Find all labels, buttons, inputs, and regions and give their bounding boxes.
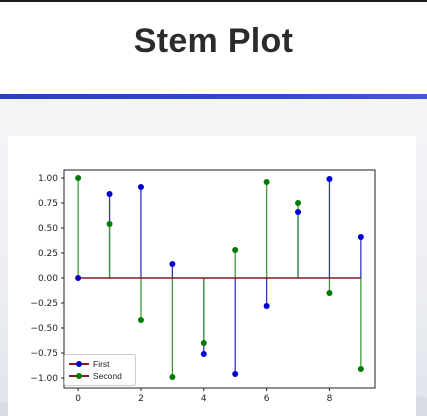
stem-chart: 1.00 0.75 0.50 0.25 0.00 −0.25 −0.50 −0.75 −1.00…	[30, 169, 376, 404]
marker-second	[326, 290, 333, 296]
marker-second	[75, 175, 82, 181]
x-tick-label: 4	[201, 394, 207, 404]
y-tick-label: −0.75	[30, 349, 58, 359]
x-tick-label: 2	[138, 394, 144, 404]
x-tick-label: 8	[327, 394, 333, 404]
y-tick-label: −0.25	[30, 299, 58, 309]
y-tick-label: 1.00	[38, 174, 58, 184]
y-tick-label: 0.50	[38, 224, 58, 234]
legend-label-first: First	[93, 359, 110, 369]
x-axis-ticks: 0 2 4 6 8	[75, 388, 333, 404]
marker-first	[357, 234, 364, 240]
legend-swatch-first	[69, 358, 89, 370]
marker-first	[106, 191, 113, 197]
marker-second	[200, 340, 207, 346]
marker-second	[357, 366, 364, 372]
y-tick-label: 0.00	[38, 274, 58, 284]
x-tick-label: 0	[75, 394, 81, 404]
slide-title: Stem Plot	[133, 22, 294, 60]
marker-first	[75, 275, 82, 281]
marker-first	[263, 303, 270, 309]
legend-item-first: First	[69, 358, 110, 370]
stem-lines	[77, 178, 362, 377]
marker-first	[232, 371, 239, 377]
marker-second	[263, 179, 270, 185]
y-tick-label: −1.00	[30, 374, 58, 384]
title-accent-bar	[0, 94, 427, 99]
marker-second	[106, 221, 113, 227]
marker-first	[326, 176, 333, 182]
plot-area	[63, 169, 376, 389]
legend-marker	[76, 361, 82, 367]
x-tick-label: 6	[264, 394, 270, 404]
top-border-line	[0, 0, 427, 2]
chart-legend: First Second	[64, 354, 136, 386]
marker-second	[169, 374, 176, 380]
legend-swatch-second	[69, 370, 89, 382]
y-tick-label: 0.75	[38, 199, 58, 209]
marker-second	[232, 247, 239, 253]
marker-first	[169, 261, 176, 267]
marker-first	[200, 351, 207, 357]
marker-second	[295, 200, 302, 206]
legend-label-second: Second	[93, 371, 122, 381]
marker-first	[295, 209, 302, 215]
marker-first	[137, 184, 144, 190]
legend-marker	[76, 373, 82, 379]
y-tick-label: −0.50	[30, 324, 58, 334]
marker-second	[137, 317, 144, 323]
stem-markers	[75, 175, 364, 380]
y-axis-ticks: 1.00 0.75 0.50 0.25 0.00 −0.25 −0.50 −0.75 −1.00	[30, 174, 64, 384]
y-tick-label: 0.25	[38, 249, 58, 259]
legend-item-second: Second	[69, 370, 122, 382]
